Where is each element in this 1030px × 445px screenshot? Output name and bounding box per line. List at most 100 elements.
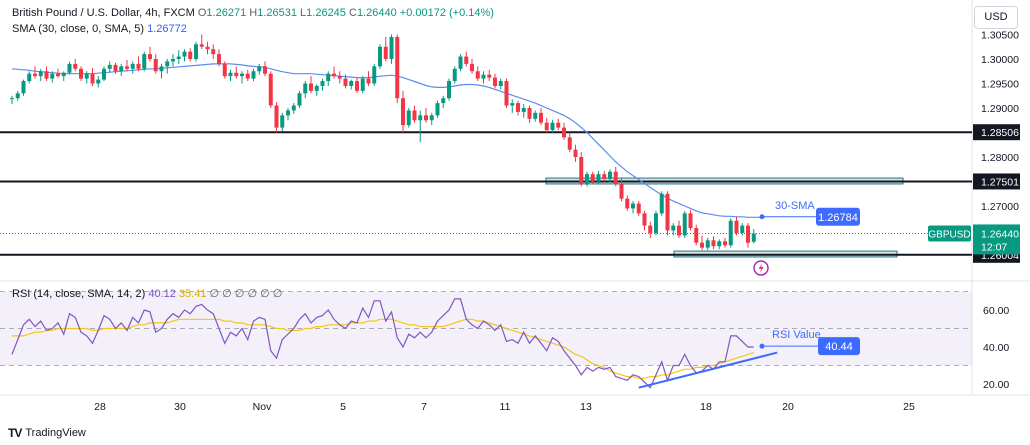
price-pane[interactable] (0, 0, 972, 280)
rsi-band (0, 291, 972, 366)
symbol-price-tag-label: GBPUSD (928, 229, 970, 240)
candle (171, 54, 175, 67)
candle (286, 108, 290, 121)
candle-body (240, 73, 244, 77)
sma-legend[interactable]: SMA (30, close, 0, SMA, 5) 1.26772 (12, 23, 187, 35)
candle (406, 108, 411, 128)
candle (740, 223, 745, 236)
candle-body (205, 46, 210, 50)
candle (119, 63, 124, 77)
candle (274, 102, 279, 133)
candle (320, 78, 325, 91)
time-tick-label: 11 (500, 401, 511, 413)
candle-body (694, 228, 699, 243)
candle (475, 66, 480, 82)
candle (521, 104, 526, 118)
rsi-label[interactable]: RSI (14, close, SMA, 14, 2) (12, 288, 146, 300)
candle (142, 51, 147, 72)
rsi-value: 40.12 (148, 288, 176, 300)
candle (383, 36, 388, 62)
brand-name: TradingView (25, 427, 86, 439)
candle-body (96, 79, 101, 84)
level-price-label: 1.28506 (981, 127, 1019, 139)
low-label: L (300, 7, 307, 19)
candle (498, 78, 503, 90)
candle-body (705, 240, 710, 248)
candle (590, 171, 595, 184)
high-label: H (249, 7, 258, 19)
candle-body (619, 183, 624, 199)
sma-polyline (11, 63, 766, 218)
rsi-axis[interactable]: 60.00 40.00 20.00 (983, 305, 1009, 391)
candle-body (119, 66, 124, 72)
symbol-legend[interactable]: British Pound / U.S. Dollar, 4h, FXCM O1… (12, 7, 494, 19)
candle-body (550, 122, 555, 131)
candle-body (510, 103, 515, 106)
sma-annotation-box (816, 207, 860, 226)
candle-body (401, 98, 405, 126)
candle-body (228, 72, 233, 77)
candle (550, 120, 555, 133)
tradingview-logo[interactable]: TV TradingView (8, 426, 86, 440)
candle (705, 237, 710, 251)
candle-body (372, 66, 377, 84)
rsi-legend[interactable]: RSI (14, close, SMA, 14, 2) 40.12 35.41 … (12, 287, 282, 300)
candle-body (740, 225, 745, 233)
candle (176, 50, 181, 64)
candle (245, 69, 250, 82)
candle-body (406, 110, 411, 126)
candle (470, 59, 474, 74)
price-tick-label: 1.29000 (981, 103, 1019, 115)
price-axis[interactable]: 1.305001.300001.295001.290001.285001.280… (928, 30, 1020, 263)
rsi-pane[interactable] (0, 282, 972, 394)
candle (682, 210, 687, 238)
time-tick-label: 28 (94, 401, 106, 413)
candle-body (671, 225, 676, 231)
symbol-title[interactable]: British Pound / U.S. Dollar, 4h, FXCM (12, 7, 195, 19)
candle (636, 201, 641, 216)
candle-body (360, 78, 365, 91)
sma-label[interactable]: SMA (30, close, 0, SMA, 5) (12, 23, 145, 35)
candle (401, 90, 405, 133)
currency-button[interactable]: USD (974, 6, 1018, 29)
candle (452, 66, 457, 84)
candle (665, 191, 670, 236)
candle (504, 78, 509, 108)
time-tick-label: Nov (253, 401, 272, 413)
candle-body (326, 73, 331, 82)
candle (159, 63, 164, 79)
candle-body (608, 171, 612, 180)
current-price-countdown: 12:07 (981, 241, 1007, 253)
candle (303, 81, 308, 99)
candle-body (475, 71, 480, 79)
time-tick-label: 30 (174, 401, 186, 413)
candle (619, 177, 624, 202)
time-tick-label: 7 (421, 401, 427, 413)
candle (90, 67, 95, 86)
time-axis[interactable]: 28 30 Nov 5 7 11 13 18 20 25 (94, 401, 915, 413)
candle-body (654, 213, 658, 233)
candle (349, 79, 354, 90)
candle-body (263, 66, 267, 74)
candle-body (234, 72, 239, 77)
candle (556, 118, 561, 131)
price-tick-label: 1.28000 (981, 152, 1019, 164)
candle-body (429, 115, 434, 121)
level-price-label: 1.27501 (981, 176, 1019, 188)
candle-body (136, 63, 141, 69)
candle-body (366, 78, 371, 84)
candle-body (481, 74, 486, 79)
lightning-event-icon[interactable] (753, 260, 769, 276)
candle (199, 34, 204, 50)
candle-body (251, 71, 256, 79)
candle-body (61, 72, 66, 77)
candle-body (751, 233, 756, 242)
candle (263, 61, 267, 77)
candle-body (280, 115, 285, 128)
candle-body (642, 213, 647, 226)
candle (125, 59, 129, 72)
low-value: 1.26245 (306, 7, 346, 19)
candle-body (268, 73, 273, 106)
candle-body (15, 93, 20, 99)
